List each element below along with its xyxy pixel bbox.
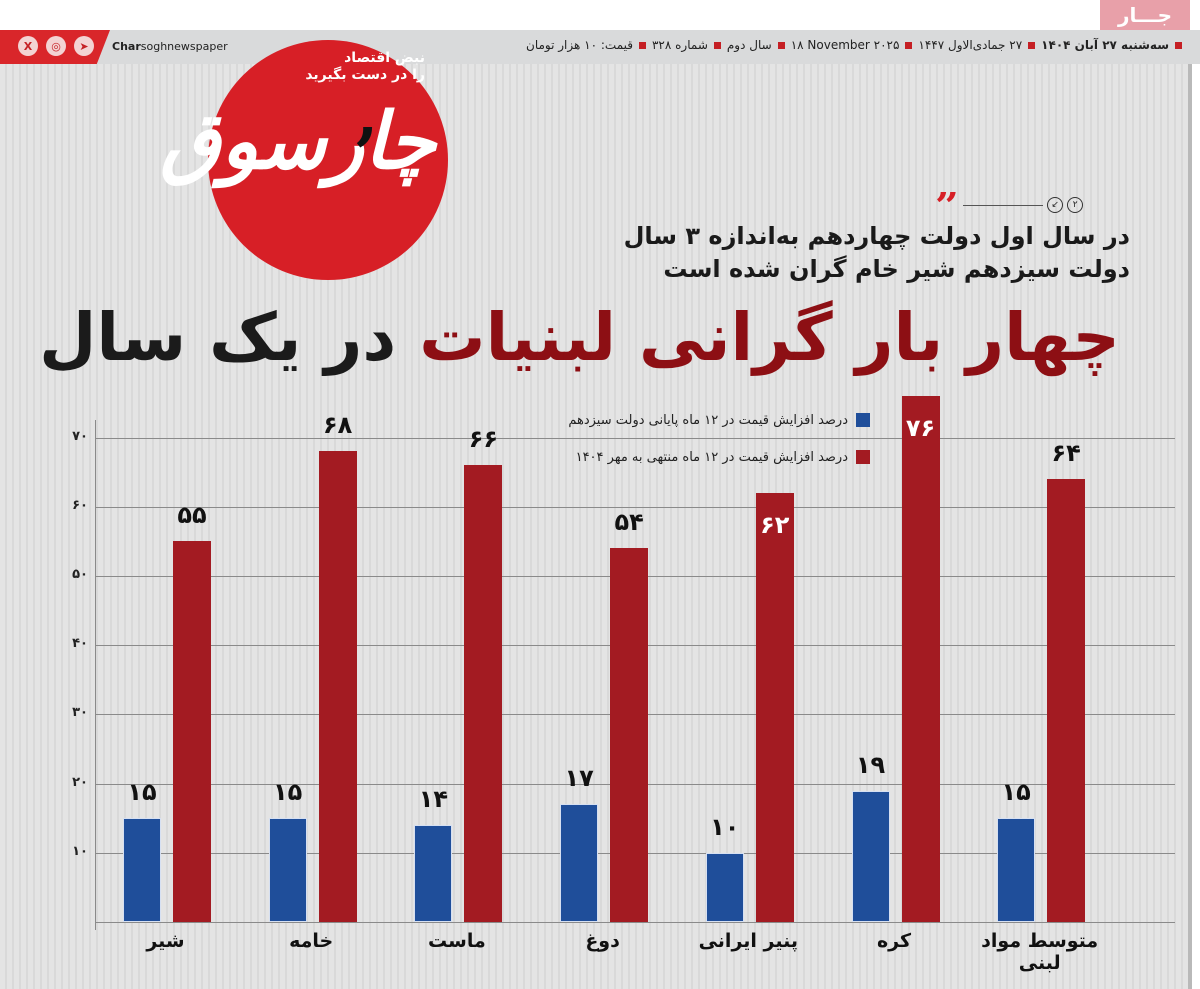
x-icon[interactable]: X — [18, 36, 38, 56]
logo-quote-mark-icon: , — [356, 78, 379, 153]
bar-blue — [997, 818, 1036, 922]
divider — [963, 204, 1044, 206]
value-label: ۶۶ — [468, 425, 499, 454]
bar-blue — [268, 818, 307, 922]
logo-tagline: نبض اقتصاد را در دست بگیرید — [305, 50, 425, 83]
value-label: ۱۷ — [564, 764, 594, 793]
quote-icon: ” — [935, 192, 960, 218]
instagram-icon[interactable]: ◎ — [46, 36, 66, 56]
x-category-label: شیر — [146, 930, 185, 952]
y-axis — [95, 420, 96, 930]
y-tick-label: ۳۰ — [72, 705, 88, 721]
x-category-label: کره — [876, 930, 912, 952]
subheadline: در سال اول دولت چهاردهم به‌اندازه ۳ سال … — [623, 222, 1130, 283]
value-label: ۱۵ — [127, 778, 157, 807]
bar-red — [318, 451, 357, 922]
legend-swatch-blue — [856, 413, 870, 427]
y-tick-label: ۱۰ — [72, 843, 88, 859]
page-number: ۲ — [1067, 197, 1084, 213]
social-handle: Charsoghnewspaper — [112, 40, 228, 53]
chart-legend: درصد افزایش قیمت در ۱۲ ماه پایانی دولت س… — [510, 402, 870, 475]
bullet-icon — [1175, 41, 1182, 49]
legend-item-series-2: درصد افزایش قیمت در ۱۲ ماه منتهی به مهر … — [510, 438, 870, 475]
bar-blue — [851, 790, 890, 922]
value-label: ۱۰ — [710, 812, 740, 841]
bar-red — [755, 492, 794, 922]
arrow-icon: ↙ — [1047, 197, 1064, 213]
x-category-label: ماست — [428, 930, 486, 952]
bar-red — [1047, 479, 1086, 922]
social-links: X ◎ ➤ — [18, 36, 94, 56]
bar-blue — [705, 852, 744, 922]
y-tick-label: ۶۰ — [72, 497, 88, 513]
value-label: ۶۴ — [1051, 439, 1081, 468]
header-bar — [0, 30, 1200, 64]
y-tick-label: ۷۰ — [72, 428, 88, 444]
bar-red — [173, 541, 211, 922]
bullet-icon — [905, 41, 913, 49]
bar-blue — [414, 825, 453, 922]
top-strip — [0, 0, 1200, 30]
gridline — [95, 506, 1175, 508]
value-label: ۵۴ — [614, 508, 644, 537]
logo-circle — [208, 40, 448, 280]
bullet-icon — [1028, 41, 1036, 49]
bullet-icon — [713, 41, 721, 49]
bullet-icon — [777, 41, 785, 49]
y-tick-label: ۲۰ — [72, 774, 88, 790]
bar-red — [901, 396, 940, 922]
value-label: ۵۵ — [177, 501, 207, 530]
value-label: ۶۸ — [323, 411, 353, 440]
value-label: ۱۹ — [855, 750, 886, 779]
x-category-label: خامه — [289, 930, 334, 952]
telegram-icon[interactable]: ➤ — [74, 36, 94, 56]
y-tick-label: ۵۰ — [72, 567, 88, 582]
x-category-label: دوغ — [585, 930, 620, 952]
bar-red — [464, 465, 503, 922]
bar-blue — [560, 804, 599, 922]
legend-item-series-1: درصد افزایش قیمت در ۱۲ ماه پایانی دولت س… — [510, 402, 870, 438]
x-axis — [95, 922, 1175, 923]
logo-wordmark: چارسوق — [160, 96, 436, 187]
y-tick-label: ۴۰ — [72, 636, 88, 652]
kicker-marker: ” ↙ ۲ — [935, 192, 1084, 218]
bar-red — [610, 548, 649, 922]
value-label: ۱۵ — [273, 778, 303, 807]
value-label: ۱۵ — [1001, 778, 1031, 807]
bullet-icon — [638, 41, 646, 49]
value-label: ۶۲ — [760, 510, 790, 539]
dateline: سه‌شنبه ۲۷ آبان ۱۴۰۴ ۲۷ جمادی‌الاول ۱۴۴۷… — [526, 38, 1182, 52]
value-label: ۱۴ — [418, 785, 449, 814]
x-category-label: متوسط مواد لبنی — [981, 930, 1099, 974]
x-category-label: پنیر ایرانی — [698, 930, 798, 952]
headline: چهار بار گرانی لبنیات در یک سال — [39, 299, 1121, 376]
section-tab: جـــار — [1100, 0, 1190, 30]
value-label: ۷۶ — [905, 414, 936, 443]
bar-blue — [123, 818, 161, 922]
legend-swatch-red — [856, 450, 870, 464]
